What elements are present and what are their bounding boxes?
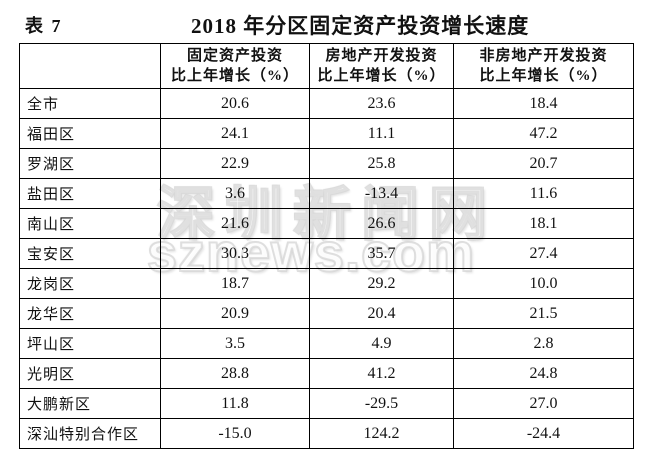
value-cell: -13.4	[309, 178, 454, 209]
value-cell: 11.1	[309, 118, 454, 149]
value-cell: 21.6	[160, 208, 310, 239]
value-cell: 22.9	[160, 148, 310, 179]
header-real-estate-investment: 房地产开发投资 比上年增长（%）	[309, 43, 454, 89]
table-title: 2018 年分区固定资产投资增长速度	[191, 14, 530, 38]
table-row: 大鹏新区 11.8 -29.5 27.0	[19, 388, 634, 419]
value-cell: 3.5	[160, 328, 310, 359]
region-cell: 大鹏新区	[19, 388, 161, 419]
value-cell: 29.2	[309, 268, 454, 299]
header-line: 比上年增长（%）	[479, 68, 608, 84]
region-cell: 全市	[19, 88, 161, 119]
table-row: 坪山区 3.5 4.9 2.8	[19, 328, 634, 359]
value-cell: 23.6	[309, 88, 454, 119]
header-line: 房地产开发投资	[325, 48, 438, 64]
region-cell: 盐田区	[19, 178, 161, 209]
value-cell: 11.6	[453, 178, 634, 209]
value-cell: 21.5	[453, 298, 634, 329]
value-cell: 10.0	[453, 268, 634, 299]
value-cell: 24.1	[160, 118, 310, 149]
table-header-row: 固定资产投资 比上年增长（%） 房地产开发投资 比上年增长（%） 非房地产开发投…	[19, 43, 634, 89]
region-cell: 龙华区	[19, 298, 161, 329]
header-line: 固定资产投资	[186, 48, 283, 64]
value-cell: 27.0	[453, 388, 634, 419]
value-cell: 41.2	[309, 358, 454, 389]
region-cell: 坪山区	[19, 328, 161, 359]
value-cell: 35.7	[309, 238, 454, 269]
value-cell: 24.8	[453, 358, 634, 389]
table-row: 宝安区 30.3 35.7 27.4	[19, 238, 634, 269]
region-cell: 宝安区	[19, 238, 161, 269]
value-cell: -29.5	[309, 388, 454, 419]
table-row: 全市 20.6 23.6 18.4	[19, 88, 634, 119]
header-line: 比上年增长（%）	[317, 68, 446, 84]
table-row: 龙华区 20.9 20.4 21.5	[19, 298, 634, 329]
value-cell: 26.6	[309, 208, 454, 239]
value-cell: 20.7	[453, 148, 634, 179]
value-cell: -15.0	[160, 418, 310, 449]
header-line: 比上年增长（%）	[170, 68, 299, 84]
region-cell: 深汕特别合作区	[19, 418, 161, 449]
table-row: 盐田区 3.6 -13.4 11.6	[19, 178, 634, 209]
table-row: 深汕特别合作区 -15.0 124.2 -24.4	[19, 418, 634, 449]
header-region-blank	[19, 43, 161, 89]
value-cell: 27.4	[453, 238, 634, 269]
table-number-label: 表 7	[25, 16, 63, 36]
table-row: 龙岗区 18.7 29.2 10.0	[19, 268, 634, 299]
value-cell: 124.2	[309, 418, 454, 449]
table-row: 福田区 24.1 11.1 47.2	[19, 118, 634, 149]
value-cell: 11.8	[160, 388, 310, 419]
region-cell: 龙岗区	[19, 268, 161, 299]
value-cell: 20.4	[309, 298, 454, 329]
value-cell: 28.8	[160, 358, 310, 389]
region-cell: 光明区	[19, 358, 161, 389]
value-cell: 2.8	[453, 328, 634, 359]
header-fixed-asset-investment: 固定资产投资 比上年增长（%）	[160, 43, 310, 89]
investment-growth-table: 固定资产投资 比上年增长（%） 房地产开发投资 比上年增长（%） 非房地产开发投…	[19, 43, 634, 449]
header-non-real-estate-investment: 非房地产开发投资 比上年增长（%）	[453, 43, 634, 89]
table-row: 罗湖区 22.9 25.8 20.7	[19, 148, 634, 179]
value-cell: 20.9	[160, 298, 310, 329]
value-cell: 18.4	[453, 88, 634, 119]
value-cell: 3.6	[160, 178, 310, 209]
value-cell: 20.6	[160, 88, 310, 119]
header-line: 非房地产开发投资	[479, 48, 608, 64]
value-cell: 47.2	[453, 118, 634, 149]
value-cell: 18.1	[453, 208, 634, 239]
value-cell: 18.7	[160, 268, 310, 299]
region-cell: 南山区	[19, 208, 161, 239]
value-cell: 4.9	[309, 328, 454, 359]
table-row: 南山区 21.6 26.6 18.1	[19, 208, 634, 239]
region-cell: 福田区	[19, 118, 161, 149]
value-cell: -24.4	[453, 418, 634, 449]
table-row: 光明区 28.8 41.2 24.8	[19, 358, 634, 389]
value-cell: 25.8	[309, 148, 454, 179]
region-cell: 罗湖区	[19, 148, 161, 179]
value-cell: 30.3	[160, 238, 310, 269]
